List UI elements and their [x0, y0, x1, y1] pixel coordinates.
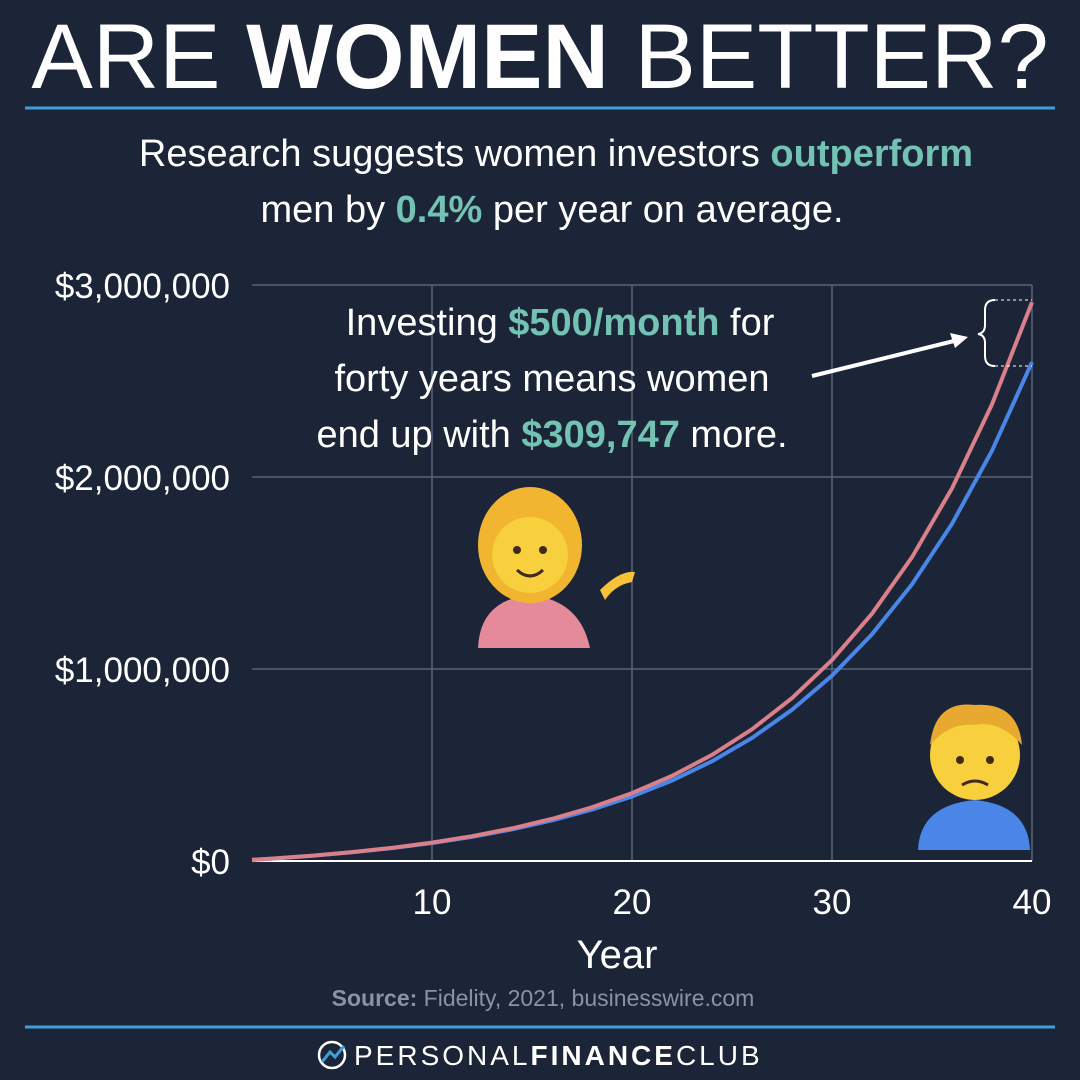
source-label: Source:: [332, 985, 418, 1011]
subtitle-em: 0.4%: [396, 189, 483, 231]
subtitle-part: men by: [260, 189, 395, 231]
footer-bold: FINANCE: [531, 1040, 676, 1071]
man-icon: [918, 704, 1030, 850]
x-tick-label: 10: [413, 883, 452, 922]
title: ARE WOMEN BETTER?: [31, 6, 1048, 108]
title-part: ARE: [31, 6, 246, 108]
x-tick-label: 40: [1013, 883, 1052, 922]
logo: [317, 1040, 347, 1070]
source-text: Fidelity, 2021, businesswire.com: [417, 985, 754, 1011]
y-tick-label: $2,000,000: [55, 459, 230, 498]
y-tick-label: $3,000,000: [55, 267, 230, 306]
footer: PERSONALFINANCECLUB: [354, 1040, 763, 1071]
footer-part: CLUB: [676, 1040, 763, 1071]
annotation-part: more.: [680, 414, 788, 456]
subtitle: men by 0.4% per year on average.: [260, 189, 843, 231]
annotation: Investing $500/month for: [346, 302, 775, 344]
source: Source: Fidelity, 2021, businesswire.com: [332, 985, 755, 1011]
title-part: BETTER?: [609, 6, 1049, 108]
title-bold: WOMEN: [246, 6, 609, 108]
annotation-part: end up with: [316, 414, 521, 456]
series-line: [251, 301, 1034, 862]
plot: $0 $1,000,000 $2,000,000 $3,000,000 10 20 30 40…: [55, 267, 1052, 977]
arrow: [811, 338, 959, 378]
arrowhead: [950, 333, 968, 348]
subtitle-part: per year on average.: [482, 189, 843, 231]
footer-part: PERSONAL: [354, 1040, 531, 1071]
y-tick-label: $1,000,000: [55, 651, 230, 690]
annotation: forty years means women: [334, 358, 769, 400]
annotation-em: $309,747: [521, 414, 680, 456]
bracket: [977, 299, 996, 367]
annotation-part: Investing: [346, 302, 509, 344]
annotation-em: $500/month: [508, 302, 719, 344]
annotation-part: for: [719, 302, 774, 344]
subtitle-part: Research suggests women investors: [139, 133, 771, 175]
x-tick-label: 20: [613, 883, 652, 922]
x-tick-label: 30: [813, 883, 852, 922]
y-tick-label: $0: [191, 843, 230, 882]
subtitle: Research suggests women investors outper…: [139, 133, 973, 175]
subtitle-em: outperform: [770, 133, 973, 175]
woman-icon: [478, 487, 635, 648]
x-axis-label: Year: [577, 933, 658, 977]
annotation: end up with $309,747 more.: [316, 414, 787, 456]
